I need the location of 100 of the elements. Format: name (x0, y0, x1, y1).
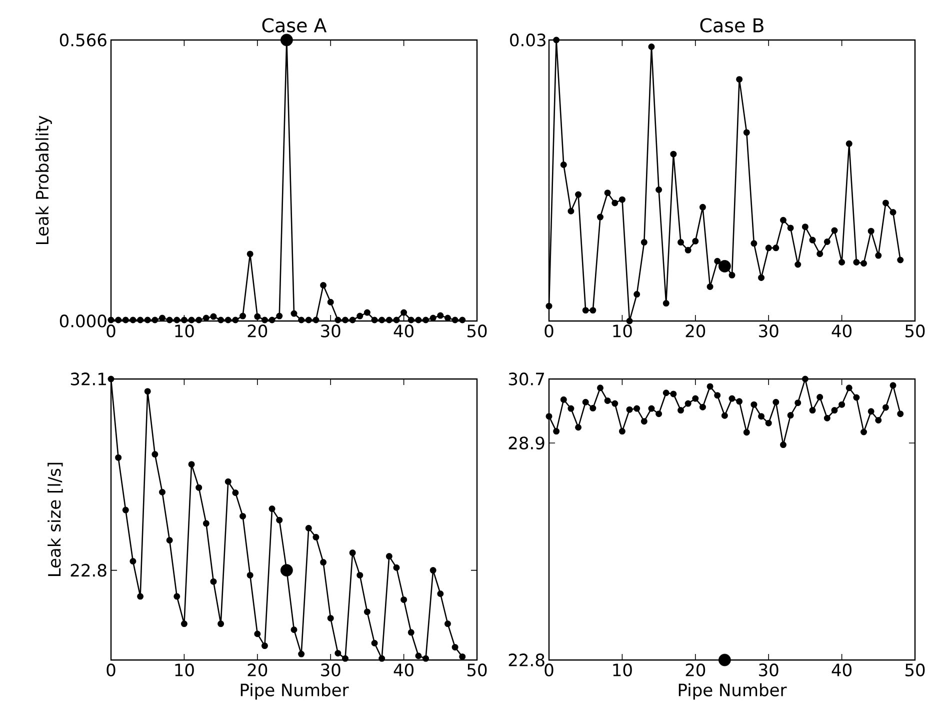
point (838, 259, 846, 266)
point (349, 316, 356, 324)
x-tick-label: 40 (832, 664, 852, 676)
point (794, 400, 802, 406)
y-tick-label: 32.1 (70, 372, 106, 386)
point (327, 614, 334, 622)
point (546, 302, 552, 310)
point (897, 410, 904, 418)
point (706, 283, 714, 290)
point (568, 405, 574, 412)
point (280, 34, 293, 46)
point (108, 316, 114, 324)
point (640, 418, 648, 425)
point (115, 316, 122, 324)
chart-title: Case A (262, 18, 327, 32)
point (305, 316, 312, 324)
point (218, 620, 224, 628)
point (772, 244, 780, 252)
point (596, 384, 604, 392)
point (853, 394, 860, 401)
point (393, 316, 400, 324)
point (334, 316, 342, 324)
point (860, 260, 868, 267)
point (232, 489, 239, 496)
y-tick-label: 30.7 (508, 372, 544, 386)
point (261, 642, 268, 650)
point (648, 43, 655, 50)
point (246, 250, 254, 258)
point (459, 316, 466, 324)
point (604, 397, 611, 404)
point (743, 129, 750, 136)
point (618, 428, 626, 435)
point (422, 316, 430, 324)
point (108, 376, 114, 382)
point (400, 596, 408, 603)
point (312, 534, 320, 540)
x-axis-title: Pipe Number (240, 683, 349, 700)
point (196, 484, 202, 491)
x-tick-label: 10 (175, 664, 194, 676)
point (202, 314, 210, 322)
x-tick-label: 10 (613, 664, 632, 676)
point (422, 655, 430, 662)
point (180, 620, 188, 628)
point (342, 655, 348, 662)
point (371, 640, 378, 646)
y-axis-title: Leak size [l/s] (48, 462, 63, 576)
point (386, 316, 392, 324)
point (224, 478, 232, 485)
point (137, 316, 144, 324)
x-tick-label: 20 (686, 664, 706, 676)
x-axis-title: Pipe Number (678, 683, 787, 700)
point (400, 309, 408, 316)
point (802, 224, 808, 230)
point (415, 316, 422, 324)
point (364, 309, 370, 316)
point (174, 593, 180, 600)
y-tick-label: 22.8 (508, 654, 544, 666)
point (276, 312, 283, 320)
x-tick-label: 20 (248, 324, 268, 338)
point (692, 395, 699, 402)
point (202, 520, 210, 527)
point (144, 388, 151, 395)
point (268, 316, 276, 324)
point (122, 506, 129, 514)
point (393, 564, 400, 571)
point (174, 316, 180, 324)
x-tick-label: 30 (321, 324, 340, 338)
point (312, 316, 320, 324)
point (860, 428, 868, 436)
x-tick-label: 10 (613, 324, 632, 338)
x-tick-label: 50 (468, 324, 487, 338)
point (678, 239, 684, 246)
point (152, 451, 158, 458)
point (122, 316, 129, 324)
point (290, 310, 298, 317)
y-axis-title: Leak Probablity (35, 116, 52, 244)
point (890, 208, 896, 216)
point (656, 186, 662, 194)
x-tick-label: 0 (106, 324, 116, 338)
point (765, 420, 772, 426)
point (356, 312, 364, 320)
point (662, 390, 670, 396)
point (626, 406, 633, 413)
y-tick-label: 0.000 (60, 314, 106, 328)
point (846, 384, 852, 392)
point (232, 316, 239, 324)
point (692, 238, 699, 244)
point (334, 650, 342, 656)
point (831, 407, 838, 414)
point (437, 312, 444, 319)
point (298, 650, 305, 658)
point (268, 506, 276, 512)
point (378, 655, 386, 662)
x-tick-label: 50 (905, 324, 925, 338)
point (846, 140, 852, 147)
point (224, 316, 232, 324)
point (648, 405, 655, 412)
chart-title: Case B (700, 18, 764, 32)
point (868, 408, 874, 415)
point (640, 239, 648, 246)
